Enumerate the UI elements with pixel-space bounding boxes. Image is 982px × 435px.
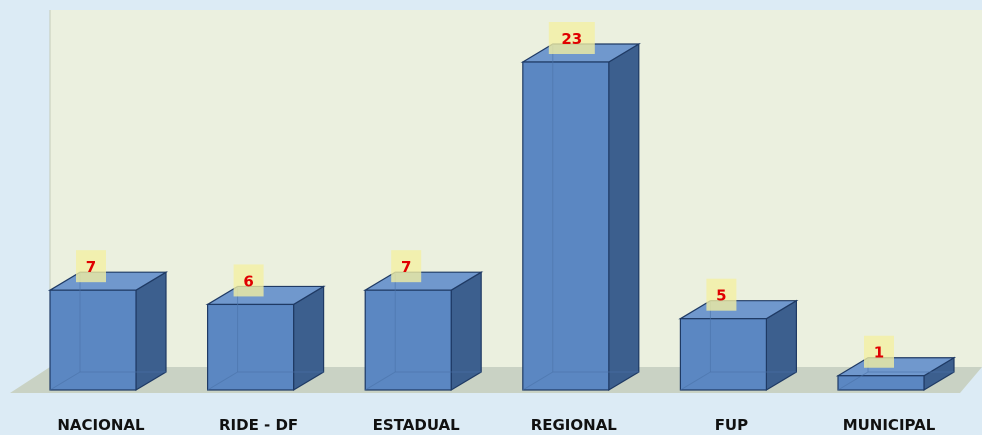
bar-regional bbox=[520, 42, 641, 392]
data-label-nacional: 7 bbox=[76, 250, 106, 283]
data-label-text: 7 bbox=[86, 258, 96, 276]
data-label-box bbox=[548, 22, 595, 54]
category-label-fup: FUP bbox=[715, 416, 748, 434]
category-label-municipal: MUNICIPAL bbox=[843, 416, 936, 434]
bar-front-face bbox=[207, 303, 295, 391]
bar-hidden-edge bbox=[522, 371, 554, 391]
bar-front-face bbox=[837, 375, 925, 391]
bar-hidden-edge bbox=[680, 371, 711, 391]
data-label-text: 1 bbox=[874, 344, 884, 362]
data-label-box bbox=[391, 250, 422, 283]
category-label-ride-df: RIDE - DF bbox=[219, 416, 298, 434]
bar-ride-df bbox=[205, 285, 326, 392]
bar-hidden-edge bbox=[49, 371, 81, 391]
category-label-estadual: ESTADUAL bbox=[373, 416, 461, 434]
bar-side-face bbox=[608, 42, 640, 392]
bar-front-face bbox=[522, 61, 610, 391]
category-label-regional: REGIONAL bbox=[531, 416, 618, 434]
data-label-fup: 5 bbox=[706, 278, 737, 311]
data-label-box bbox=[706, 278, 737, 311]
data-label-text: 6 bbox=[243, 272, 253, 290]
bar-fup bbox=[678, 299, 799, 392]
data-labels-layer: 7 6 7 23 5 1 bbox=[76, 22, 894, 368]
category-labels-layer: NACIONAL RIDE - DF ESTADUAL REGIONAL FUP MUNI… bbox=[57, 416, 935, 434]
data-label-text: 23 bbox=[561, 30, 582, 48]
data-label-box bbox=[233, 264, 264, 297]
data-label-box bbox=[76, 250, 106, 283]
bar-front-face bbox=[364, 289, 452, 391]
bar-front-face bbox=[49, 289, 137, 391]
data-label-ride-df: 6 bbox=[233, 264, 264, 297]
bar-hidden-edge bbox=[837, 371, 869, 391]
data-label-text: 5 bbox=[716, 287, 726, 305]
bar-hidden-edge bbox=[364, 371, 396, 391]
data-label-regional: 23 bbox=[548, 22, 595, 54]
data-label-estadual: 7 bbox=[391, 250, 422, 283]
data-label-municipal: 1 bbox=[864, 335, 894, 368]
data-label-text: 7 bbox=[401, 258, 411, 276]
category-label-nacional: NACIONAL bbox=[57, 416, 145, 434]
bar-front-face bbox=[679, 318, 768, 391]
plot-area-back-wall bbox=[50, 10, 982, 367]
bars-layer bbox=[47, 42, 957, 392]
data-label-box bbox=[864, 335, 894, 368]
bar-nacional bbox=[47, 271, 169, 392]
bar-hidden-edge bbox=[207, 371, 238, 391]
bar-estadual bbox=[363, 271, 484, 392]
